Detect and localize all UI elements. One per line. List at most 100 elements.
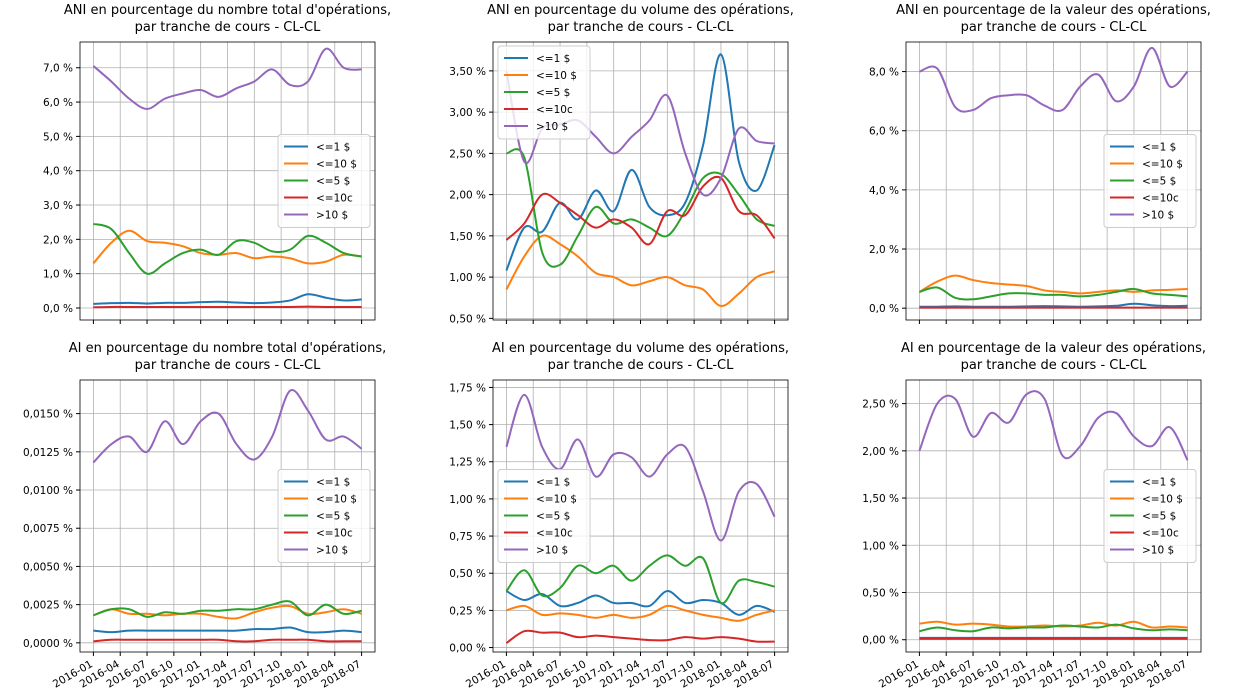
- chart-title: AI en pourcentage de la valeur des opéra…: [900, 341, 1207, 373]
- legend-label: <=5 $: [536, 511, 570, 523]
- y-tick-label: 0,50 %: [862, 588, 899, 600]
- series-line: [919, 623, 1188, 633]
- y-tick-label: 6,0 %: [869, 126, 899, 138]
- legend-label: <=10 $: [536, 494, 577, 506]
- y-tick-label: 0,25 %: [449, 605, 486, 617]
- y-tick-label: 2,00 %: [449, 190, 486, 202]
- y-tick-label: 0,50 %: [449, 568, 486, 580]
- legend-label: <=10c: [536, 104, 573, 116]
- axes-frame: [905, 41, 1202, 321]
- legend-label: <=10 $: [1142, 494, 1183, 506]
- series-line: [505, 554, 775, 605]
- series-line: [93, 600, 362, 618]
- legend-box: [1103, 469, 1197, 563]
- y-tick-label: 0,0125 %: [23, 447, 73, 459]
- y-tick-label: 7,0 %: [43, 63, 73, 75]
- y-tick-label: 0,0000 %: [23, 638, 73, 650]
- y-tick-label: 0,0150 %: [23, 409, 73, 421]
- y-tick-label: 1,50 %: [449, 420, 486, 432]
- legend-label: <=10c: [316, 193, 353, 205]
- y-tick-label: 8,0 %: [869, 67, 899, 79]
- legend: <=1 $ <=10 $ <=5 $ <=10c >10 $: [497, 45, 591, 140]
- y-tick-label: 3,50 %: [449, 66, 486, 78]
- legend: <=1 $ <=10 $ <=5 $ <=10c >10 $: [277, 134, 371, 228]
- series-line: [505, 234, 775, 307]
- series-line: [93, 626, 362, 634]
- y-tick-label: 2,0 %: [869, 244, 899, 256]
- axes-frame: [492, 379, 789, 653]
- legend-box: [277, 134, 371, 228]
- y-tick-label: 3,00 %: [449, 107, 486, 119]
- legend-label: <=10 $: [316, 159, 357, 171]
- legend-box: [497, 469, 591, 563]
- legend-box: [497, 45, 591, 140]
- legend: <=1 $ <=10 $ <=5 $ <=10c >10 $: [497, 469, 591, 563]
- series-line: [919, 302, 1188, 308]
- series-line: [919, 46, 1189, 113]
- series-line: [919, 286, 1188, 301]
- y-tick-label: 0,0100 %: [23, 485, 73, 497]
- chart-title: ANI en pourcentage du volume des opérati…: [487, 3, 794, 35]
- series-line: [506, 148, 775, 268]
- legend: <=1 $ <=10 $ <=5 $ <=10c >10 $: [1103, 134, 1197, 228]
- legend-label: <=5 $: [316, 511, 350, 523]
- series-line: [505, 629, 775, 644]
- legend-label: >10 $: [316, 545, 348, 557]
- y-tick-label: 0,0 %: [869, 303, 899, 315]
- y-tick-label: 1,00 %: [449, 272, 486, 284]
- series-line: [92, 229, 362, 265]
- legend-label: <=1 $: [316, 477, 350, 489]
- y-tick-label: 3,0 %: [43, 200, 73, 212]
- legend-label: <=10c: [1142, 193, 1179, 205]
- y-tick-label: 4,0 %: [43, 166, 73, 178]
- series-line: [505, 590, 775, 616]
- legend-label: <=1 $: [536, 53, 570, 65]
- y-tick-label: 0,75 %: [449, 531, 486, 543]
- legend-label: >10 $: [316, 210, 348, 222]
- y-tick-label: 1,00 %: [449, 494, 486, 506]
- series-line: [93, 305, 362, 309]
- legend: <=1 $ <=10 $ <=5 $ <=10c >10 $: [1103, 469, 1197, 563]
- y-tick-label: 5,0 %: [43, 131, 73, 143]
- legend-label: >10 $: [536, 545, 568, 557]
- axes-frame: [79, 41, 376, 321]
- legend-label: <=10c: [316, 528, 353, 540]
- y-tick-label: 2,50 %: [862, 399, 899, 411]
- chart-title: ANI en pourcentage de la valeur des opér…: [896, 3, 1211, 35]
- legend-label: <=1 $: [316, 142, 350, 154]
- legend-label: <=10c: [1142, 528, 1179, 540]
- y-tick-label: 1,75 %: [449, 382, 486, 394]
- legend-label: <=5 $: [536, 87, 570, 99]
- y-tick-label: 2,00 %: [862, 446, 899, 458]
- y-tick-label: 1,25 %: [449, 457, 486, 469]
- y-tick-label: 4,0 %: [869, 185, 899, 197]
- y-tick-label: 0,0050 %: [23, 561, 73, 573]
- y-tick-label: 0,50 %: [449, 313, 486, 325]
- chart-title: AI en pourcentage du volume des opératio…: [492, 341, 789, 373]
- y-tick-label: 1,00 %: [862, 540, 899, 552]
- y-tick-label: 0,0025 %: [23, 600, 73, 612]
- chart-title: ANI en pourcentage du nombre total d'opé…: [63, 3, 392, 35]
- legend-label: <=10 $: [316, 494, 357, 506]
- legend-label: >10 $: [1142, 210, 1174, 222]
- series-line: [93, 638, 362, 643]
- legend-label: <=10c: [536, 528, 573, 540]
- legend-label: <=1 $: [536, 477, 570, 489]
- y-tick-label: 2,50 %: [449, 148, 486, 160]
- y-tick-label: 0,0 %: [43, 303, 73, 315]
- legend-label: <=5 $: [1142, 511, 1176, 523]
- legend-box: [277, 469, 371, 563]
- legend-label: <=5 $: [316, 176, 350, 188]
- series-line: [506, 604, 775, 622]
- y-tick-label: 1,0 %: [43, 269, 73, 281]
- y-tick-label: 0,00 %: [862, 635, 899, 647]
- axes-frame: [905, 379, 1202, 653]
- legend-label: <=1 $: [1142, 142, 1176, 154]
- axes-frame: [492, 41, 789, 321]
- y-tick-label: 0,0075 %: [23, 523, 73, 535]
- legend-label: <=10 $: [1142, 159, 1183, 171]
- legend: <=1 $ <=10 $ <=5 $ <=10c >10 $: [277, 469, 371, 563]
- legend-label: >10 $: [1142, 545, 1174, 557]
